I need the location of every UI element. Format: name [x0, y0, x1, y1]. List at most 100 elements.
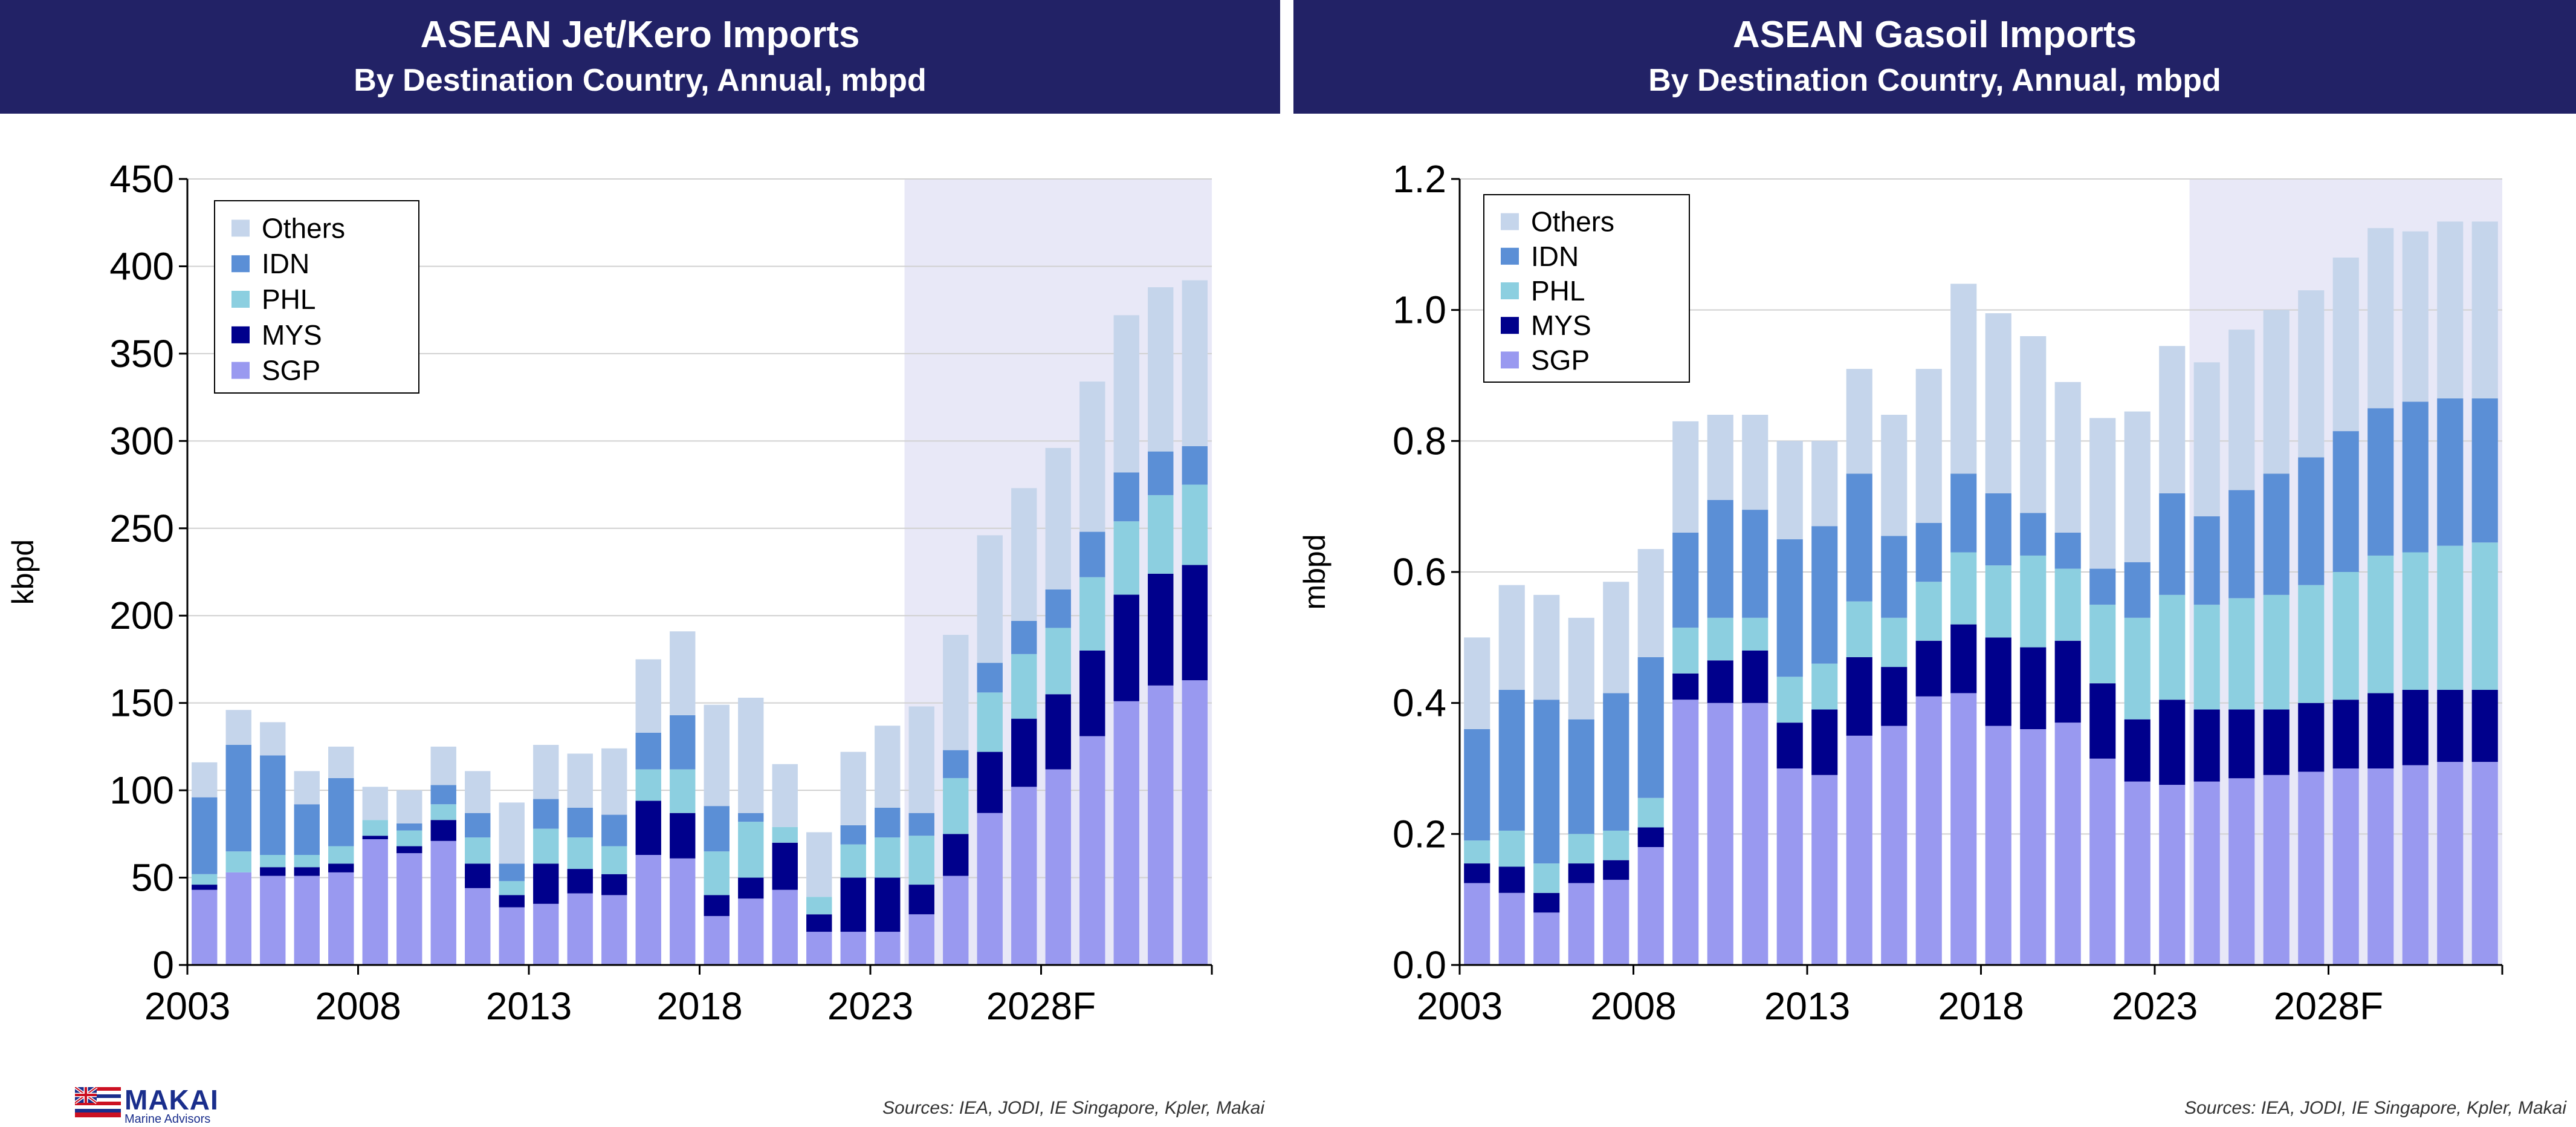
jet-ytick-label: 300	[109, 419, 174, 463]
jet-bar-idn-2019	[738, 813, 764, 822]
gasoil-bar-phl-2029	[2367, 555, 2394, 693]
gasoil-bar-sgp-2013	[1811, 775, 1838, 965]
gasoil-ytick-label: 0.8	[1393, 419, 1446, 463]
gasoil-bar-others-2025	[2228, 330, 2255, 490]
gasoil-bar-sgp-2028	[2332, 768, 2359, 965]
gasoil-bar-idn-2013	[1811, 526, 1838, 664]
gasoil-bar-mys-2020	[2054, 640, 2081, 723]
jet-bar-idn-2009	[396, 823, 422, 831]
gasoil-bar-sgp-2027	[2298, 771, 2325, 965]
gasoil-bar-idn-2030	[2402, 401, 2429, 553]
gasoil-bar-mys-2026	[2263, 709, 2290, 775]
jet-bar-idn-2006	[294, 804, 320, 855]
jet-bar-phl-2013	[533, 828, 559, 864]
gasoil-bar-others-2023	[2159, 346, 2186, 493]
gasoil-bar-mys-2028	[2332, 700, 2359, 768]
jet-bar-sgp-2013	[533, 903, 559, 965]
gasoil-bar-idn-2024	[2193, 516, 2220, 605]
jet-bar-mys-2006	[294, 867, 320, 876]
right-chart-subtitle: By Destination Country, Annual, mbpd	[1648, 63, 2221, 98]
jet-legend-label-others: Others	[262, 212, 345, 244]
gasoil-ytick-label: 0.2	[1393, 812, 1446, 856]
gasoil-bar-phl-2013	[1811, 663, 1838, 710]
right-chart-title: ASEAN Gasoil Imports	[1732, 14, 2137, 56]
jet-bar-others-2009	[396, 790, 422, 823]
gasoil-legend-swatch-phl	[1501, 282, 1519, 299]
jet-bar-phl-2003	[192, 874, 218, 885]
jet-bar-idn-2022	[840, 825, 866, 845]
jet-bar-idn-2007	[328, 778, 354, 846]
jet-bar-phl-2019	[738, 822, 764, 878]
jet-bar-mys-2025	[943, 834, 969, 876]
gasoil-bar-idn-2008	[1637, 657, 1664, 798]
gasoil-bar-mys-2018	[1985, 637, 2011, 726]
jet-bar-others-2017	[670, 631, 696, 715]
jet-bar-mys-2029	[1079, 651, 1105, 736]
jet-bar-mys-2009	[396, 846, 422, 854]
jet-bar-mys-2010	[430, 820, 456, 841]
jet-ytick-label: 150	[109, 681, 174, 725]
gasoil-bar-idn-2004	[1498, 690, 1525, 831]
jet-bar-idn-2013	[533, 799, 559, 829]
jet-bar-phl-2015	[601, 846, 627, 874]
gasoil-bar-phl-2008	[1637, 797, 1664, 828]
jet-bar-sgp-2005	[260, 875, 286, 965]
gasoil-bar-sgp-2004	[1498, 892, 1525, 965]
gasoil-legend-swatch-mys	[1501, 317, 1519, 334]
jet-bar-idn-2032	[1182, 446, 1208, 485]
gasoil-bar-mys-2021	[2089, 683, 2116, 759]
jet-bar-others-2029	[1079, 382, 1105, 532]
gasoil-xtick-label: 2003	[1417, 984, 1503, 1028]
gasoil-legend-label-phl: PHL	[1531, 275, 1585, 307]
left-chart-title: ASEAN Jet/Kero Imports	[420, 14, 860, 56]
jet-bar-others-2030	[1113, 315, 1139, 473]
jet-bar-phl-2017	[670, 769, 696, 813]
jet-bar-sgp-2027	[1011, 787, 1037, 965]
gasoil-bar-others-2014	[1846, 369, 1872, 474]
gasoil-bar-idn-2026	[2263, 473, 2290, 595]
jet-bar-sgp-2012	[499, 907, 525, 965]
jet-legend-label-sgp: SGP	[262, 355, 320, 386]
gasoil-bar-sgp-2020	[2054, 723, 2081, 965]
gasoil-bar-idn-2017	[1950, 473, 1977, 553]
jet-bar-idn-2012	[499, 863, 525, 882]
jet-bar-mys-2020	[772, 842, 798, 890]
jet-bar-phl-2005	[260, 855, 286, 868]
jet-legend-label-mys: MYS	[262, 319, 322, 351]
jet-ytick-label: 400	[109, 244, 174, 288]
gasoil-bar-sgp-2010	[1707, 703, 1733, 965]
gasoil-bar-others-2007	[1603, 582, 1629, 693]
gasoil-bar-phl-2020	[2054, 568, 2081, 641]
gasoil-ylabel: mbpd	[1298, 534, 1332, 609]
gasoil-bar-phl-2025	[2228, 598, 2255, 710]
logo-subtitle: Marine Advisors	[125, 1112, 211, 1126]
jet-bar-mys-2031	[1148, 573, 1174, 686]
gasoil-bar-sgp-2008	[1637, 847, 1664, 965]
gasoil-bar-sgp-2023	[2159, 785, 2186, 965]
gasoil-bar-others-2006	[1568, 617, 1594, 719]
jet-bar-mys-2018	[704, 895, 730, 917]
gasoil-bar-phl-2005	[1533, 863, 1560, 893]
jet-bar-others-2015	[601, 748, 627, 815]
gasoil-bar-mys-2006	[1568, 863, 1594, 883]
gasoil-bar-idn-2031	[2437, 398, 2464, 546]
jet-bar-sgp-2028	[1045, 769, 1071, 965]
jet-bar-others-2018	[704, 704, 730, 807]
gasoil-bar-idn-2007	[1603, 693, 1629, 831]
gasoil-bar-others-2030	[2402, 231, 2429, 402]
jet-bar-others-2016	[635, 659, 661, 733]
gasoil-bar-sgp-2029	[2367, 768, 2394, 965]
gasoil-bar-mys-2008	[1637, 827, 1664, 847]
gasoil-bar-phl-2010	[1707, 617, 1733, 661]
jet-ytick-label: 250	[109, 507, 174, 550]
jet-xtick-label: 2008	[315, 984, 401, 1028]
gasoil-bar-phl-2004	[1498, 830, 1525, 867]
jet-kero-imports-chart: 0 50 100 150 200 250 300 350 400 450 kbpd 2003 2008 2…	[6, 157, 1213, 1028]
jet-bar-others-2007	[328, 746, 354, 778]
gasoil-bar-others-2012	[1776, 441, 1803, 539]
jet-legend-swatch-others	[231, 219, 250, 237]
jet-bar-sgp-2011	[465, 888, 491, 965]
jet-bar-mys-2013	[533, 863, 559, 904]
jet-bar-sgp-2014	[567, 893, 593, 965]
gasoil-bar-idn-2027	[2298, 457, 2325, 585]
